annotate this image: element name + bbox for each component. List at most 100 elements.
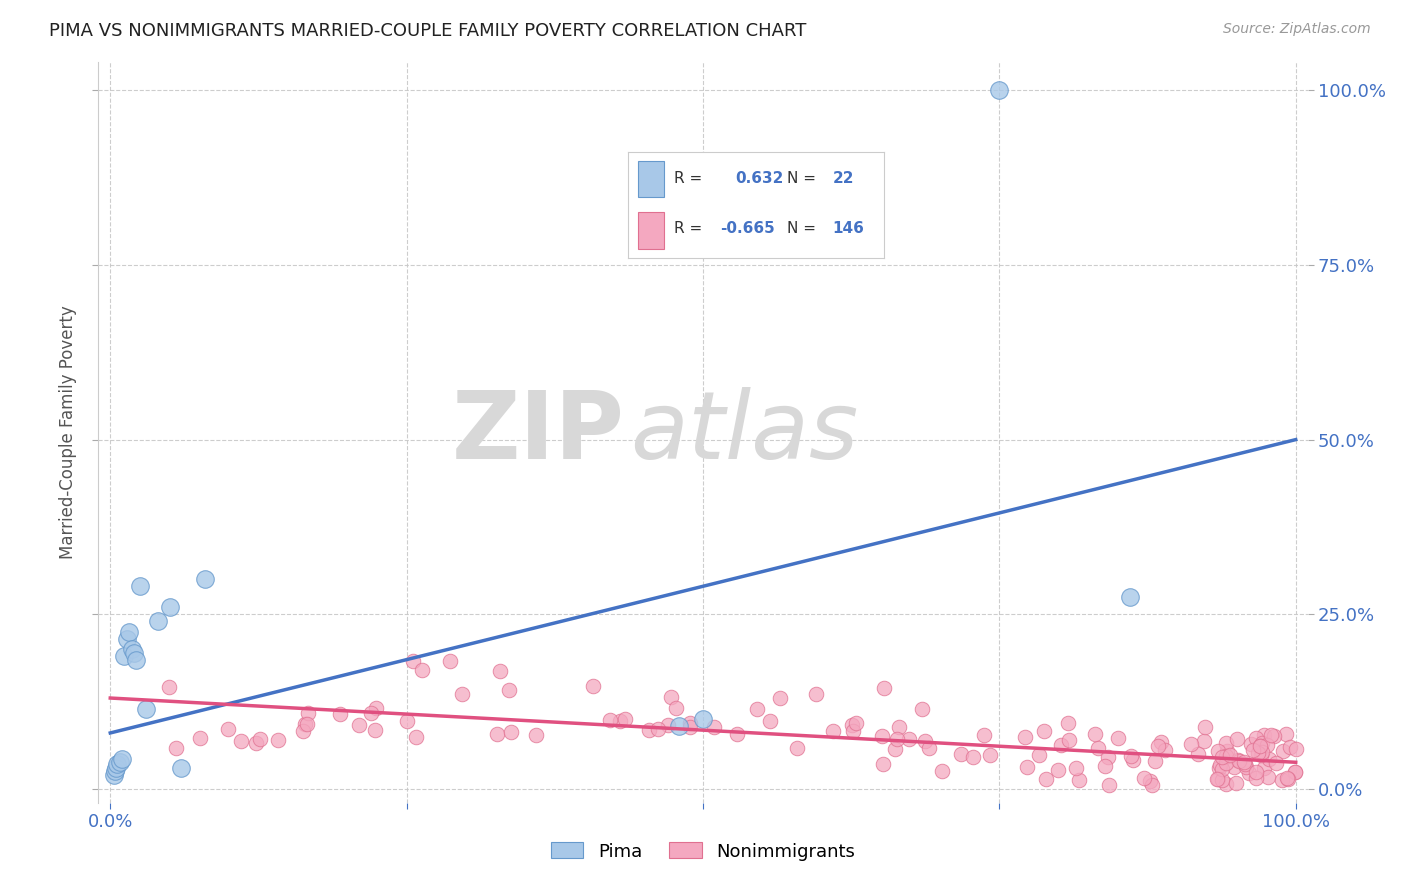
Point bbox=[582, 680, 605, 694]
Point bbox=[931, 764, 953, 779]
Point bbox=[1227, 754, 1250, 768]
Point bbox=[1260, 728, 1282, 742]
Point bbox=[157, 680, 180, 694]
Point bbox=[841, 718, 863, 732]
Point bbox=[897, 731, 920, 746]
Point bbox=[1208, 761, 1230, 775]
Point bbox=[1194, 720, 1216, 734]
Point bbox=[1097, 750, 1119, 764]
Point bbox=[1216, 744, 1239, 758]
Point bbox=[1263, 729, 1285, 743]
Text: 0.632: 0.632 bbox=[735, 171, 785, 186]
Point bbox=[1284, 765, 1306, 780]
Point bbox=[105, 761, 128, 775]
Y-axis label: Married-Couple Family Poverty: Married-Couple Family Poverty bbox=[59, 306, 77, 559]
Text: Source: ZipAtlas.com: Source: ZipAtlas.com bbox=[1223, 22, 1371, 37]
Point bbox=[1227, 753, 1250, 767]
Point bbox=[609, 714, 631, 728]
Point bbox=[842, 724, 865, 739]
Point bbox=[1253, 761, 1275, 775]
Point bbox=[1258, 751, 1281, 765]
Text: ZIP: ZIP bbox=[451, 386, 624, 479]
Point bbox=[135, 701, 157, 715]
Point bbox=[329, 706, 352, 721]
Legend: Pima, Nonimmigrants: Pima, Nonimmigrants bbox=[544, 835, 862, 868]
Point bbox=[747, 702, 769, 716]
Point bbox=[1223, 760, 1246, 774]
Point bbox=[294, 717, 316, 731]
Point bbox=[979, 747, 1001, 762]
Point bbox=[402, 654, 425, 668]
Point bbox=[1211, 773, 1233, 788]
Point bbox=[665, 701, 688, 715]
Point bbox=[1206, 744, 1229, 758]
Point bbox=[1284, 764, 1306, 779]
Point bbox=[725, 727, 748, 741]
Point bbox=[486, 727, 509, 741]
FancyBboxPatch shape bbox=[638, 161, 664, 197]
Point bbox=[692, 712, 714, 726]
Point bbox=[498, 682, 520, 697]
Point bbox=[1147, 739, 1170, 753]
Point bbox=[291, 724, 314, 739]
Point bbox=[613, 712, 636, 726]
Text: N =: N = bbox=[787, 221, 821, 236]
Text: atlas: atlas bbox=[630, 387, 859, 478]
Point bbox=[451, 687, 474, 701]
Point bbox=[104, 764, 127, 779]
Point bbox=[973, 727, 995, 741]
Point bbox=[1246, 731, 1268, 746]
Point bbox=[911, 701, 934, 715]
Point bbox=[1275, 771, 1298, 785]
Point bbox=[786, 740, 808, 755]
Point bbox=[1226, 732, 1249, 747]
Point bbox=[1047, 763, 1070, 777]
Point bbox=[1279, 740, 1302, 755]
Point bbox=[1251, 736, 1274, 750]
Point bbox=[1218, 747, 1240, 762]
Point bbox=[1122, 753, 1144, 767]
Point bbox=[884, 741, 907, 756]
Point bbox=[1272, 744, 1295, 758]
Point bbox=[1211, 750, 1233, 764]
Point bbox=[1265, 756, 1288, 770]
Point bbox=[111, 752, 134, 766]
Point bbox=[245, 736, 267, 750]
Point bbox=[1209, 757, 1232, 772]
Point bbox=[395, 714, 418, 728]
Point bbox=[872, 681, 894, 695]
Point bbox=[823, 723, 845, 738]
Point bbox=[249, 731, 271, 746]
Point bbox=[1049, 738, 1071, 752]
Point bbox=[121, 642, 143, 657]
Point bbox=[759, 714, 782, 728]
Point bbox=[1247, 746, 1270, 760]
Point bbox=[364, 723, 387, 737]
Point bbox=[125, 652, 148, 666]
Point bbox=[105, 757, 128, 772]
Text: -0.665: -0.665 bbox=[720, 221, 775, 236]
Point bbox=[703, 720, 725, 734]
Point bbox=[914, 734, 936, 748]
Point bbox=[1234, 760, 1257, 774]
Point bbox=[638, 723, 661, 738]
Point bbox=[1250, 748, 1272, 763]
Point bbox=[679, 720, 702, 734]
Point bbox=[524, 727, 547, 741]
Point bbox=[1180, 737, 1202, 751]
Point bbox=[1107, 731, 1129, 745]
Point bbox=[1133, 772, 1156, 786]
Text: N =: N = bbox=[787, 171, 821, 186]
Point bbox=[678, 715, 700, 730]
Point bbox=[1017, 760, 1039, 774]
Point bbox=[1119, 749, 1142, 764]
Point bbox=[170, 761, 193, 775]
Point bbox=[188, 731, 211, 746]
Point bbox=[657, 718, 679, 732]
Point bbox=[768, 690, 790, 705]
Point bbox=[1256, 738, 1278, 752]
Point bbox=[1057, 716, 1080, 731]
Point bbox=[918, 741, 941, 756]
Point bbox=[950, 747, 973, 762]
Point bbox=[1097, 778, 1119, 792]
